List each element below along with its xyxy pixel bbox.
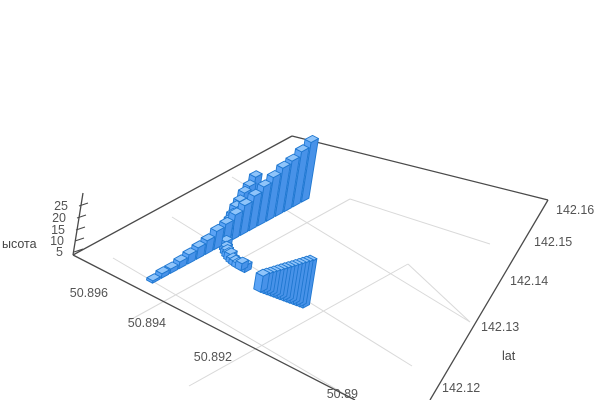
y-tick-label: 142.15: [534, 235, 572, 249]
bar-face: [266, 170, 282, 179]
axis-back-edge: [291, 135, 549, 201]
bar-series-group: [146, 134, 319, 309]
bar-face: [285, 153, 300, 162]
bar-face: [219, 216, 234, 225]
axis-left-back-edge: [72, 135, 293, 256]
bar-face: [235, 256, 250, 265]
bar-face: [249, 170, 263, 178]
bar-face: [247, 188, 263, 197]
bar-face: [191, 240, 207, 249]
x-tick-label: 50.89: [327, 387, 358, 400]
bar-face: [173, 254, 188, 263]
y-tick-label: 142.12: [442, 381, 480, 395]
bar-face: [238, 198, 253, 207]
z-tick-label: 10: [50, 234, 64, 248]
bar-face: [155, 266, 170, 275]
bar-face: [182, 247, 197, 256]
y-tick-label: 142.13: [481, 320, 519, 334]
z-axis-ticks: [73, 202, 89, 253]
z-axis-title: ысота: [2, 237, 37, 251]
bar-face: [146, 273, 161, 282]
bar-face: [304, 134, 319, 143]
axis-y-spine: [429, 199, 549, 400]
axis-x-spine: [72, 254, 356, 400]
z-tick-label: 5: [56, 245, 63, 259]
bar-face: [257, 179, 272, 188]
bar-face: [243, 179, 257, 187]
z-tick-label: 20: [52, 211, 66, 225]
x-tick-label: 50.896: [70, 286, 108, 300]
bar-face: [164, 261, 179, 270]
y-tick-label: 142.14: [510, 274, 548, 288]
x-tick-label: 50.892: [194, 350, 232, 364]
z-axis-tick-labels: 25 20 15 10 5: [50, 199, 68, 259]
y-tick-label: 142.16: [556, 203, 594, 217]
bar-face: [255, 268, 271, 277]
bar-face: [228, 207, 244, 216]
x-axis-tick-labels: 50.896 50.894 50.892 50.89: [70, 286, 358, 400]
bar-face: [238, 185, 252, 194]
z-tick-label: 25: [54, 199, 68, 213]
bar-face: [295, 144, 310, 153]
bar-face: [200, 233, 216, 242]
x-tick-label: 50.894: [128, 316, 166, 330]
bar-face: [276, 160, 291, 169]
bar-face: [219, 234, 233, 243]
bar-face: [210, 223, 225, 232]
bar-face: [224, 247, 238, 256]
axis-z-spine: [72, 192, 84, 256]
y-axis-tick-labels: 142.16 142.15 142.14 142.13 142.12: [442, 203, 594, 395]
axis-spines: [72, 135, 549, 400]
y-axis-title: lat: [502, 349, 516, 363]
z-tick-label: 15: [51, 223, 65, 237]
bar-face: [233, 194, 247, 203]
